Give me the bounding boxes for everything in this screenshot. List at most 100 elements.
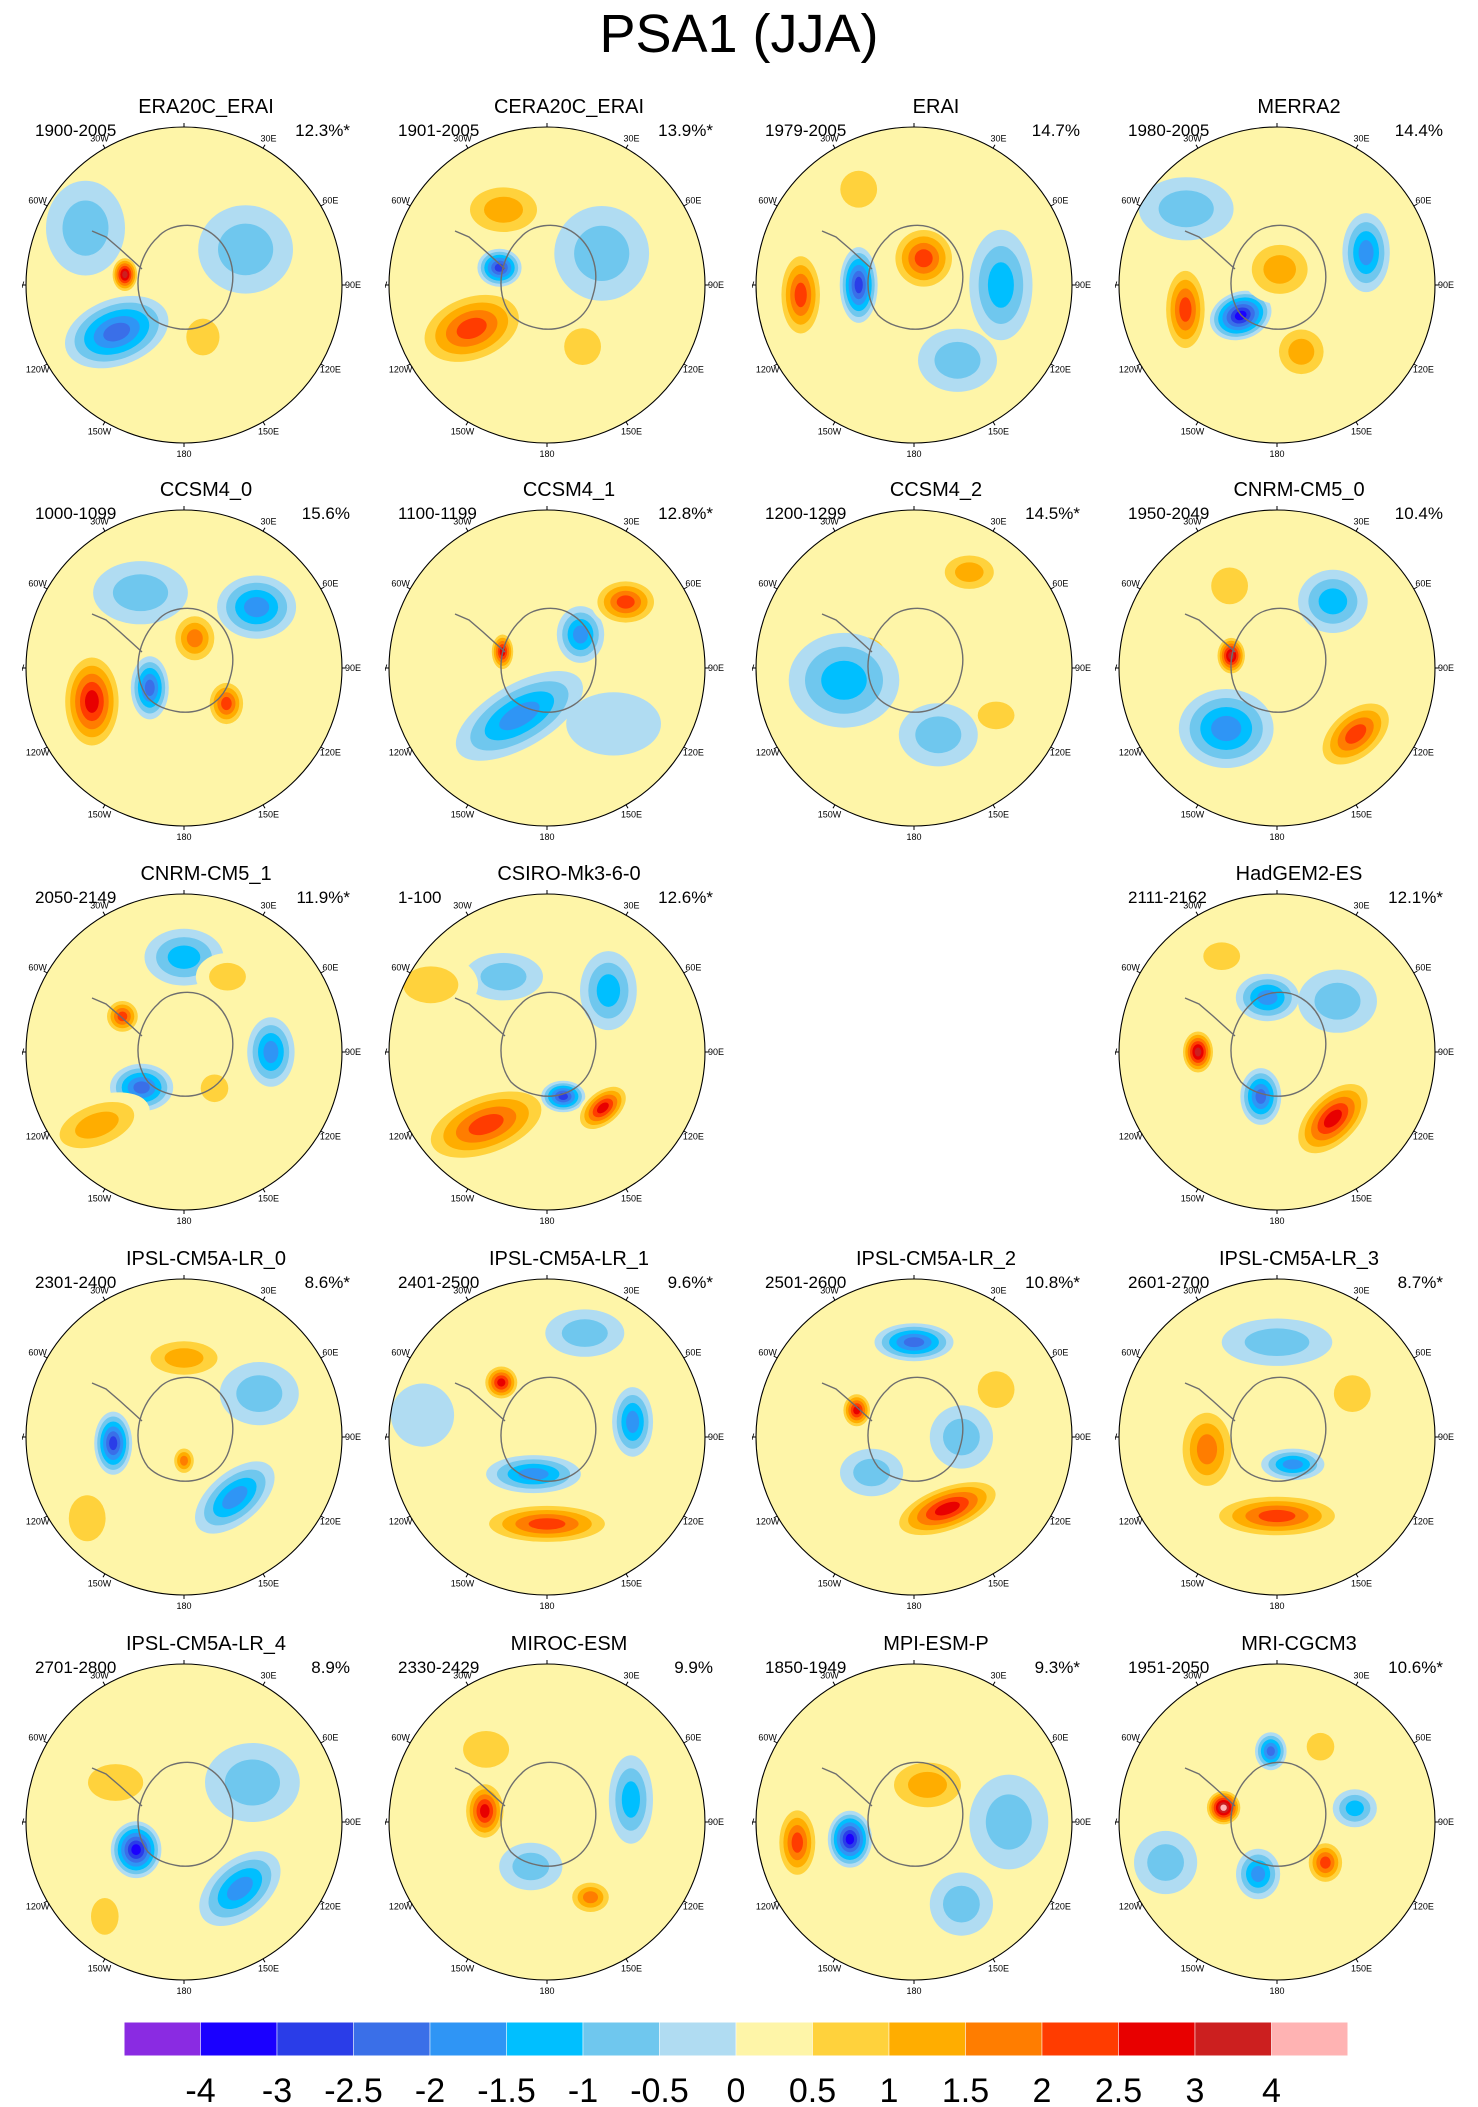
longitude-label: 120E bbox=[320, 1902, 341, 1912]
longitude-label: 60E bbox=[322, 963, 338, 973]
longitude-tick bbox=[1355, 1958, 1359, 1963]
map-background bbox=[389, 127, 705, 443]
longitude-label: 30E bbox=[623, 517, 639, 527]
longitude-label: 180 bbox=[1269, 1986, 1284, 1996]
longitude-label: 90W bbox=[1115, 1047, 1118, 1057]
longitude-tick bbox=[102, 1958, 106, 1963]
map-panel: IPSL-CM5A-LR_3 2601-2700 8.7%* 0 30E 60E 90E 12… bbox=[1115, 1247, 1478, 1617]
colorbar-swatch bbox=[1118, 2022, 1196, 2057]
panel-title: MRI-CGCM3 bbox=[1241, 1633, 1357, 1655]
contour-fill bbox=[186, 318, 220, 356]
colorbar-label: -0.5 bbox=[630, 2072, 689, 2107]
longitude-tick bbox=[43, 1515, 48, 1519]
longitude-label: 0 bbox=[544, 1656, 549, 1658]
contour-fill bbox=[497, 1378, 506, 1387]
panel-title: CCSM4_2 bbox=[889, 479, 983, 501]
map-background bbox=[26, 1664, 342, 1980]
longitude-tick bbox=[406, 203, 411, 207]
longitude-label: 120W bbox=[1119, 748, 1143, 758]
contour-fill bbox=[221, 696, 232, 711]
panel-period: 1100-1199 bbox=[398, 504, 477, 523]
panel-variance-percent: 10.4% bbox=[1394, 504, 1443, 523]
coastline bbox=[454, 1376, 597, 1482]
contour-fill bbox=[1196, 1434, 1218, 1465]
longitude-label: 150W bbox=[451, 1193, 475, 1203]
colorbar-swatch bbox=[735, 2022, 813, 2057]
longitude-tick bbox=[683, 1355, 688, 1359]
longitude-tick bbox=[1355, 1296, 1359, 1301]
map-background bbox=[26, 127, 342, 443]
longitude-tick bbox=[625, 1958, 629, 1963]
panel-period: 2701-2800 bbox=[35, 1658, 117, 1677]
contour-fill bbox=[186, 629, 203, 648]
polar-map: 0 30E 60E 90E 120E 150E 180 150W 120W 90W 60W 30W bbox=[385, 1656, 724, 1996]
coastline bbox=[821, 607, 964, 713]
contour-fill bbox=[1318, 588, 1348, 615]
longitude-tick bbox=[832, 144, 836, 149]
longitude-tick bbox=[262, 1573, 266, 1578]
longitude-tick bbox=[406, 363, 411, 367]
contour-fill bbox=[103, 322, 131, 342]
longitude-label: 60E bbox=[1415, 1348, 1431, 1358]
longitude-tick bbox=[1413, 1515, 1418, 1519]
longitude-label: 120E bbox=[1050, 1517, 1071, 1527]
contour-fill bbox=[75, 1111, 119, 1139]
map-panel: CCSM4_2 1200-1299 14.5%* 0 30E 60E 90E 120E 150E… bbox=[752, 478, 1120, 848]
longitude-label: 90E bbox=[345, 280, 361, 290]
longitude-tick bbox=[1050, 363, 1055, 367]
panel-period: 2330-2429 bbox=[398, 1658, 480, 1677]
map-background bbox=[389, 1664, 705, 1980]
longitude-label: 150W bbox=[88, 426, 112, 436]
polar-map: 0 30E 60E 90E 120E 150E 180 150W 120W 90W 60W 30W bbox=[22, 119, 361, 459]
longitude-tick bbox=[43, 1900, 48, 1904]
longitude-label: 180 bbox=[539, 1601, 554, 1611]
contour-fill bbox=[463, 1731, 510, 1768]
panel-title: CCSM4_0 bbox=[159, 479, 253, 501]
longitude-label: 0 bbox=[544, 502, 549, 504]
longitude-tick bbox=[773, 1355, 778, 1359]
longitude-tick bbox=[832, 804, 836, 809]
contour-fill bbox=[484, 196, 523, 223]
contour-fill bbox=[468, 1114, 504, 1136]
map-panel: CCSM4_1 1100-1199 12.8%* 0 30E 60E 90E 120E 150E… bbox=[385, 478, 753, 848]
longitude-label: 120E bbox=[1413, 748, 1434, 758]
longitude-label: 120E bbox=[683, 1132, 704, 1142]
longitude-tick bbox=[683, 1515, 688, 1519]
contour-fill bbox=[403, 966, 459, 1004]
longitude-label: 150E bbox=[1351, 809, 1372, 819]
longitude-label: 60W bbox=[391, 963, 410, 973]
longitude-label: 60E bbox=[1052, 1348, 1068, 1358]
contour-fill bbox=[943, 1885, 980, 1923]
map-panel: CNRM-CM5_0 1950-2049 10.4% 0 30E 60E 90E 120E 15… bbox=[1115, 478, 1478, 848]
contour-fill bbox=[1211, 567, 1248, 605]
longitude-tick bbox=[406, 1130, 411, 1134]
longitude-label: 60E bbox=[1052, 1733, 1068, 1743]
map-panel: IPSL-CM5A-LR_2 2501-2600 10.8%* 0 30E 60E 90E 1… bbox=[752, 1247, 1120, 1617]
longitude-label: 60W bbox=[1121, 579, 1140, 589]
longitude-label: 60W bbox=[758, 196, 777, 206]
longitude-tick bbox=[992, 421, 996, 426]
longitude-label: 30W bbox=[90, 134, 109, 144]
longitude-tick bbox=[1413, 1740, 1418, 1744]
longitude-tick bbox=[320, 1515, 325, 1519]
longitude-label: 120W bbox=[26, 365, 50, 375]
colorbar-swatch bbox=[506, 2022, 584, 2057]
longitude-tick bbox=[625, 911, 629, 916]
contour-fill bbox=[977, 701, 1015, 730]
longitude-tick bbox=[1195, 804, 1199, 809]
longitude-tick bbox=[1050, 1900, 1055, 1904]
contour-fill bbox=[915, 716, 962, 754]
contour-fill bbox=[200, 1074, 229, 1103]
contour-fill bbox=[561, 1319, 608, 1347]
longitude-tick bbox=[992, 1296, 996, 1301]
panel-period: 1850-1949 bbox=[765, 1658, 847, 1677]
polar-map: 0 30E 60E 90E 120E 150E 180 150W 120W 90W 60W 30W bbox=[1115, 502, 1454, 842]
longitude-tick bbox=[1136, 1130, 1141, 1134]
longitude-label: 0 bbox=[911, 502, 916, 504]
panel-variance-percent: 12.6%* bbox=[658, 888, 713, 907]
contour-fill bbox=[1282, 1459, 1303, 1470]
polar-map: 0 30E 60E 90E 120E 150E 180 150W 120W 90W 60W 30W bbox=[1115, 1271, 1454, 1611]
map-panel: ERA20C_ERAI 1900-2005 12.3%* 0 30E 60E 90E 120E… bbox=[22, 95, 390, 465]
longitude-label: 90E bbox=[708, 1047, 724, 1057]
contour-fill bbox=[1306, 1732, 1335, 1761]
